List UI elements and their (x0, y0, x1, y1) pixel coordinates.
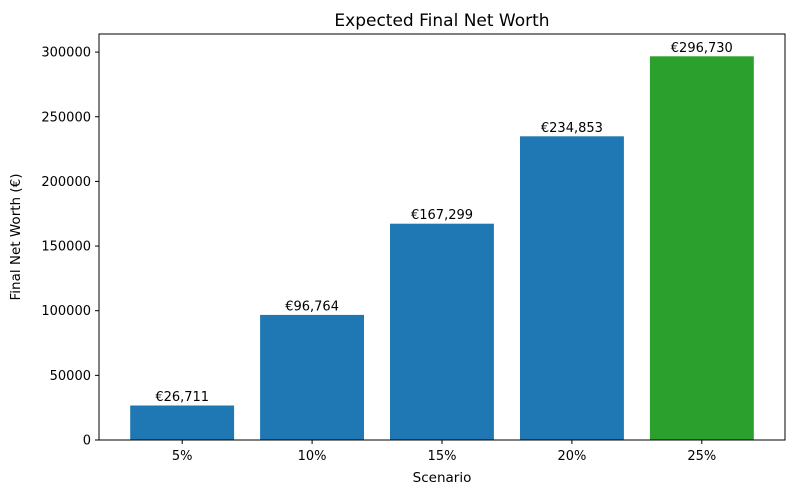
bar-value-label: €296,730 (671, 41, 733, 56)
bars-layer (130, 56, 754, 441)
y-tick-label: 250000 (41, 110, 91, 125)
plot-border (98, 33, 786, 441)
y-tick-label: 100000 (41, 304, 91, 319)
x-tick-label: 10% (298, 449, 327, 464)
x-tick-label: 20% (557, 449, 586, 464)
y-tick-label: 200000 (41, 175, 91, 190)
axes-layer: 0 50000 100000 150000 200000 250000 300000 5% 10… (41, 33, 786, 464)
bar (260, 314, 364, 440)
y-tick-label: 50000 (50, 369, 91, 384)
x-tick-label: 25% (687, 449, 716, 464)
x-tick-label: 15% (428, 449, 457, 464)
bar (390, 223, 494, 440)
y-tick-label: 0 (83, 434, 91, 449)
bar-value-label: €96,764 (285, 299, 339, 314)
y-axis-label: Final Net Worth (€) (8, 173, 24, 300)
bar-labels-layer: €26,711 €96,764 €167,299 €234,853 €296,730 (155, 41, 732, 405)
x-tick-label: 5% (172, 449, 193, 464)
x-axis-label: Scenario (413, 470, 472, 486)
bar-value-label: €167,299 (411, 208, 473, 223)
bar (520, 136, 624, 441)
y-tick-label: 150000 (41, 240, 91, 255)
bar-value-label: €26,711 (155, 390, 209, 405)
y-tick-label: 300000 (41, 46, 91, 61)
bar-value-label: €234,853 (541, 121, 603, 136)
bar (649, 56, 754, 441)
chart-title: Expected Final Net Worth (334, 11, 549, 31)
bar (130, 405, 235, 440)
